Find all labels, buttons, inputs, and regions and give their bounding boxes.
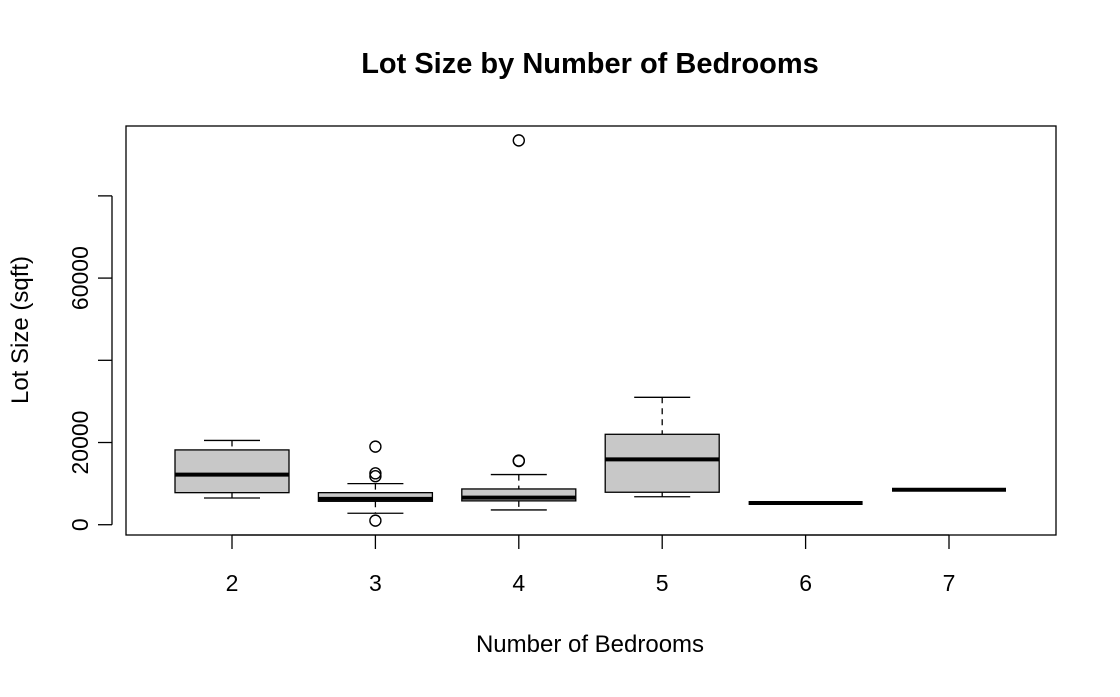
box-iqr [604,433,720,493]
outlier-point [512,454,525,467]
x-axis: 2 3 4 5 6 7 [226,534,956,596]
box-category-3 [317,440,434,527]
y-tick-label: 0 [67,518,93,531]
outlier-point [512,134,525,147]
y-tick-label: 20000 [67,411,93,475]
outlier-point [369,514,382,527]
box-iqr [174,449,290,494]
y-axis-label: Lot Size (sqft) [7,256,34,404]
y-axis: 0 20000 60000 [67,195,113,531]
boxes-group [174,134,1006,527]
x-tick-label: 6 [799,570,812,596]
box-category-5 [604,396,720,498]
box-iqr [461,488,577,502]
x-tick-label: 3 [369,570,382,596]
x-tick-label: 4 [512,570,525,596]
x-tick-label: 5 [656,570,669,596]
chart-title: Lot Size by Number of Bedrooms [361,48,819,80]
y-tick-label: 60000 [67,246,93,310]
outlier-point [369,470,382,483]
x-axis-label: Number of Bedrooms [476,631,704,658]
box-category-2 [174,439,290,499]
x-tick-label: 7 [943,570,956,596]
outlier-point [369,440,382,453]
x-tick-label: 2 [226,570,239,596]
box-category-4 [461,134,577,511]
outlier-point [369,467,382,480]
